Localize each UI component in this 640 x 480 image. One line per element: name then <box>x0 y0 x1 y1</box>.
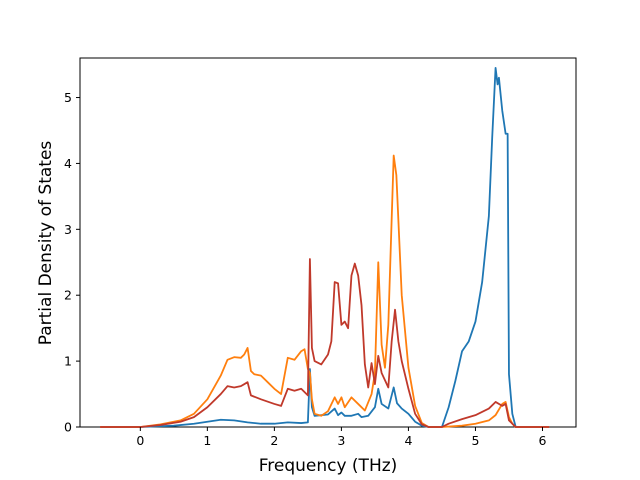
y-axis-ticks: 0 1 2 3 4 5 <box>64 90 80 435</box>
x-tick-label: 1 <box>203 433 211 448</box>
y-tick-label: 4 <box>64 156 72 171</box>
y-tick-label: 5 <box>64 90 72 105</box>
series-line-3 <box>100 258 550 428</box>
x-tick-label: 3 <box>337 433 345 448</box>
x-axis-ticks: 0 1 2 3 4 5 6 <box>136 427 547 448</box>
series-line-1 <box>100 66 550 428</box>
series-line-2 <box>100 154 550 428</box>
x-tick-label: 0 <box>136 433 144 448</box>
x-axis-label: Frequency (THz) <box>259 456 398 476</box>
y-tick-label: 0 <box>64 420 72 435</box>
x-tick-label: 6 <box>539 433 547 448</box>
y-axis-label: Partial Density of States <box>36 141 56 346</box>
series-layer <box>100 66 550 428</box>
plot-frame <box>79 57 577 428</box>
x-tick-label: 4 <box>404 433 412 448</box>
y-tick-label: 3 <box>64 222 72 237</box>
x-tick-label: 5 <box>471 433 479 448</box>
y-tick-label: 2 <box>64 288 72 303</box>
x-tick-label: 2 <box>270 433 278 448</box>
y-tick-label: 1 <box>64 354 72 369</box>
plot-area: 0 1 2 3 4 5 6 0 1 2 3 4 5 <box>64 57 577 448</box>
